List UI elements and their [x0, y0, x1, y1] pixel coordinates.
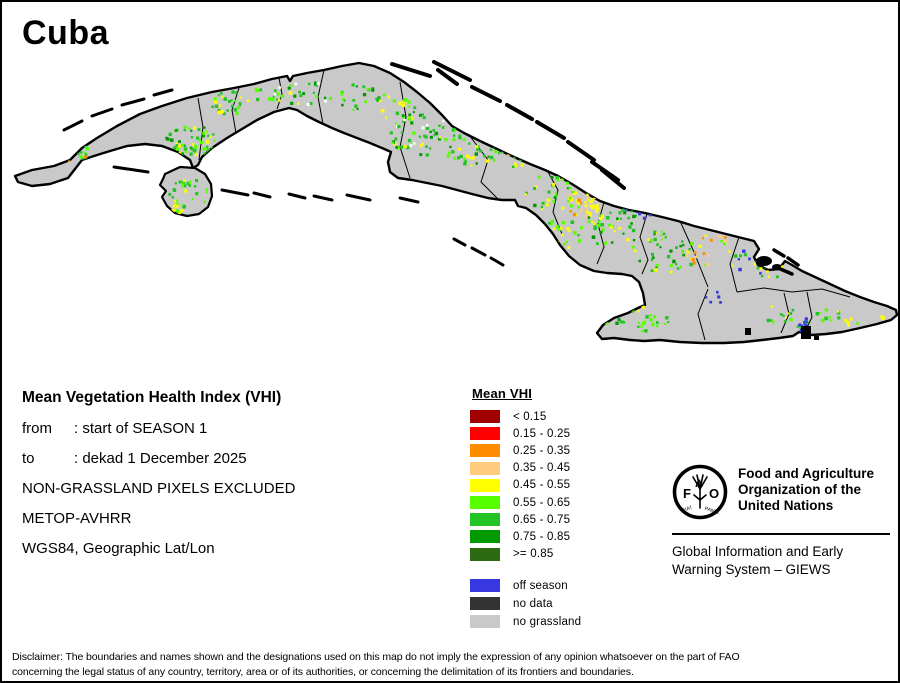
legend-label: no data [513, 597, 553, 610]
legend-swatch [470, 496, 500, 510]
giews-line: Warning System – GIEWS [672, 561, 831, 577]
legend-extra: off season no data no grassland [470, 577, 581, 631]
giews-name: Global Information and Early Warning Syst… [672, 543, 894, 578]
offshore-cays [62, 60, 800, 276]
fao-org-name: Food and Agriculture Organization of the U… [738, 464, 874, 514]
wheat-ear-icon [692, 474, 708, 509]
page-title: Cuba [22, 14, 109, 52]
legend-swatch [470, 478, 500, 492]
legend-swatch [470, 615, 500, 629]
legend-label: < 0.15 [513, 410, 547, 423]
fao-logo: F A O FIAT PANIS [672, 464, 728, 520]
legend-label: 0.65 - 0.75 [513, 513, 571, 526]
legend-swatch [470, 530, 500, 544]
legend-row: no data [470, 595, 581, 613]
fao-motto-panis: PANIS [704, 506, 720, 516]
legend-row: < 0.15 [470, 408, 581, 425]
legend-row: 0.45 - 0.55 [470, 477, 581, 494]
info-period-value: : start of SEASON 1 [74, 420, 208, 437]
divider [672, 533, 890, 535]
legend-row: 0.35 - 0.45 [470, 460, 581, 477]
vhi-legend: Mean VHI < 0.15 0.15 - 0.25 0.25 - 0.35 0.3… [470, 386, 581, 631]
legend-label: 0.75 - 0.85 [513, 530, 571, 543]
info-period-row: from : start of SEASON 1 [22, 414, 462, 444]
legend-title: Mean VHI [472, 386, 533, 401]
legend-classes: < 0.15 0.15 - 0.25 0.25 - 0.35 0.35 - 0.45 0… [470, 408, 581, 563]
legend-swatch [470, 410, 500, 424]
disclaimer-line: concerning the legal status of any count… [12, 665, 634, 678]
map-info: Mean Vegetation Health Index (VHI) from:… [22, 382, 462, 564]
period-rows: from : start of SEASON 1 to : dekad 1 Decem… [22, 414, 462, 474]
info-lines: NON-GRASSLAND PIXELS EXCLUDED METOP-AVHRR… [22, 474, 462, 564]
legend-row: off season [470, 577, 581, 595]
legend-swatch [470, 513, 500, 527]
legend-swatch [470, 579, 500, 593]
info-period-label: to [22, 450, 35, 467]
cuba-mainland [13, 61, 898, 345]
fao-logo-letter-o: O [709, 486, 719, 501]
legend-swatch [470, 547, 500, 561]
fao-motto-fiat: FIAT [682, 505, 694, 514]
legend-label: 0.55 - 0.65 [513, 496, 571, 509]
info-line: NON-GRASSLAND PIXELS EXCLUDED [22, 480, 296, 497]
fao-org-line: Organization of the [738, 482, 861, 497]
legend-label: off season [513, 579, 568, 592]
info-line: METOP-AVHRR [22, 510, 132, 527]
legend-swatch [470, 427, 500, 441]
legend-label: 0.45 - 0.55 [513, 479, 571, 492]
legend-row: 0.25 - 0.35 [470, 442, 581, 459]
fao-block: F A O FIAT PANIS Food and AgricultureOrg… [672, 464, 894, 578]
legend-swatch [470, 597, 500, 611]
legend-label: >= 0.85 [513, 548, 554, 561]
legend-label: 0.25 - 0.35 [513, 444, 571, 457]
info-line: WGS84, Geographic Lat/Lon [22, 540, 215, 557]
legend-row: >= 0.85 [470, 546, 581, 563]
legend-row: 0.75 - 0.85 [470, 528, 581, 545]
info-period-value: : dekad 1 December 2025 [74, 450, 247, 467]
fao-org-line: United Nations [738, 498, 834, 513]
disclaimer-line: Disclaimer: The boundaries and names sho… [12, 651, 740, 663]
legend-swatch [470, 444, 500, 458]
legend-label: 0.35 - 0.45 [513, 462, 571, 475]
info-heading: Mean Vegetation Health Index (VHI) [22, 389, 282, 406]
legend-label: no grassland [513, 615, 582, 628]
legend-row: 0.65 - 0.75 [470, 511, 581, 528]
info-period-row: to : dekad 1 December 2025 [22, 444, 462, 474]
legend-row: no grassland [470, 613, 581, 631]
legend-row: 0.15 - 0.25 [470, 425, 581, 442]
fao-logo-letter-f: F [683, 486, 691, 501]
info-period-label: from [22, 420, 52, 437]
legend-swatch [470, 461, 500, 475]
fao-org-line: Food and Agriculture [738, 466, 874, 481]
legend-label: 0.15 - 0.25 [513, 427, 571, 440]
legend-row: 0.55 - 0.65 [470, 494, 581, 511]
disclaimer: Disclaimer: The boundaries and names sho… [12, 650, 896, 679]
giews-line: Global Information and Early [672, 544, 844, 559]
no-data-patches [745, 326, 819, 340]
